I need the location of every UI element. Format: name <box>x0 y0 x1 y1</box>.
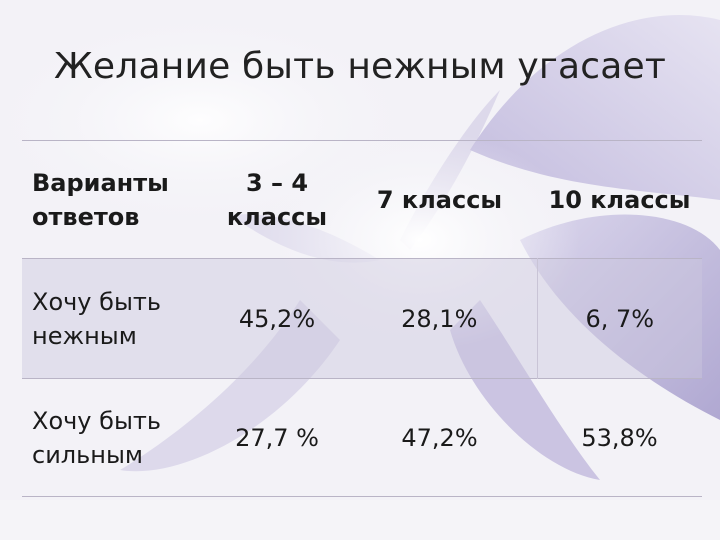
table-row: Хочу быть сильным 27,7 % 47,2% 53,8% <box>22 379 702 497</box>
cell-grade-7: 47,2% <box>401 423 478 452</box>
header-options: Варианты ответов <box>32 168 169 231</box>
cell-grade-10: 6, 7% <box>536 258 702 379</box>
header-grade-10: 10 классы <box>548 185 691 214</box>
cell-grade-3-4: 27,7 % <box>235 423 319 452</box>
table-header-row: Варианты ответов 3 – 4 классы 7 классы 1… <box>22 140 702 259</box>
cell-grade-7: 28,1% <box>401 304 478 333</box>
cell-grade-3-4: 45,2% <box>238 304 316 333</box>
row-label: Хочу быть сильным <box>32 406 162 469</box>
row-label: Хочу быть нежным <box>32 287 162 350</box>
header-grade-3-4: 3 – 4 классы <box>226 168 328 231</box>
survey-table: Варианты ответов 3 – 4 классы 7 классы 1… <box>22 140 702 497</box>
slide-title: Желание быть нежным угасает <box>53 46 667 87</box>
cell-grade-10: 53,8% <box>581 423 658 452</box>
header-grade-7: 7 классы <box>376 185 503 214</box>
table-row: Хочу быть нежным 45,2% 28,1% 6, 7% <box>22 258 702 379</box>
